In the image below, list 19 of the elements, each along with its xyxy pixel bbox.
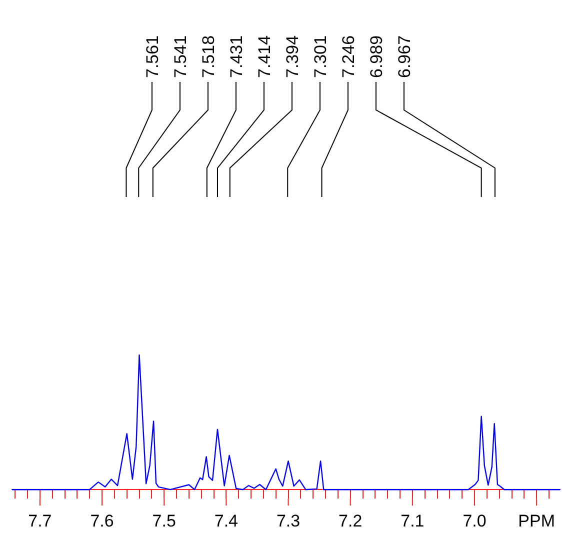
x-tick-label: 7.0 — [462, 511, 486, 530]
annotation: 6.967 — [395, 35, 414, 78]
annotation: 7.518 — [199, 35, 218, 78]
x-tick-label: 7.7 — [28, 511, 52, 530]
x-tick-label: 7.6 — [90, 511, 114, 530]
x-tick-label: 7.1 — [400, 511, 424, 530]
x-tick-label: 7.3 — [276, 511, 300, 530]
x-tick-label: 7.2 — [338, 511, 362, 530]
x-tick-label: PPM — [518, 511, 556, 530]
x-tick-label: 7.4 — [214, 511, 238, 530]
annotation: 7.561 — [143, 35, 162, 78]
annotation: 7.301 — [311, 35, 330, 78]
annotation: 7.414 — [255, 35, 274, 78]
annotation: 7.394 — [283, 35, 302, 78]
annotation: 7.541 — [171, 35, 190, 78]
annotation: 7.246 — [339, 35, 358, 78]
x-tick-label: 7.5 — [152, 511, 176, 530]
annotation: 7.431 — [227, 35, 246, 78]
annotation: 6.989 — [367, 35, 386, 78]
